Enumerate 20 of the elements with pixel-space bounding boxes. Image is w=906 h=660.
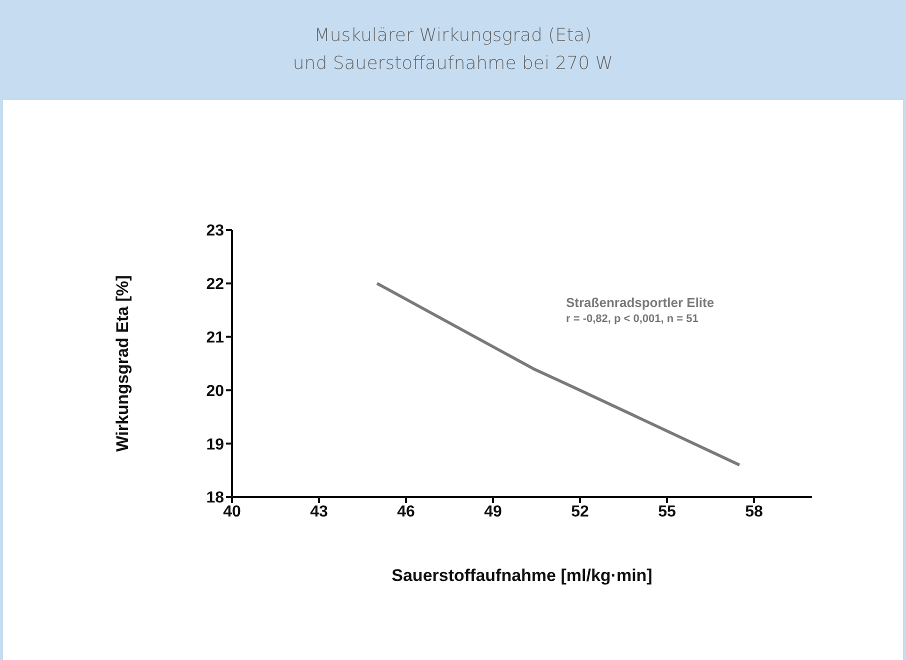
x-tick-label: 49 [484, 503, 502, 520]
x-axis-title: Sauerstoffaufnahme [ml/kg·min] [392, 566, 652, 585]
x-tick-label: 40 [223, 503, 241, 520]
x-tick-label: 46 [397, 503, 415, 520]
y-tick-label: 22 [206, 276, 224, 294]
line-series [376, 282, 741, 466]
x-tick-label: 43 [310, 503, 328, 520]
y-tick-label: 23 [206, 222, 224, 240]
y-tick-label: 21 [206, 329, 224, 346]
chart-title: Muskulärer Wirkungsgrad (Eta) [313, 24, 593, 48]
y-tick-label: 19 [206, 436, 224, 454]
x-tick-label: 52 [571, 503, 589, 520]
text: Straßenradsportler Elite [566, 295, 714, 310]
y-axis-title: Wirkungsgrad Eta [%] [113, 275, 132, 452]
y-tick-label: 18 [206, 490, 224, 507]
chart-subtitle: und Sauerstoffaufnahme bei 270 W [292, 52, 614, 76]
annotation: r = -0,82, p < 0,001, n = 51 [566, 313, 700, 325]
x-tick-label: 58 [745, 503, 763, 520]
x-tick-label: 55 [658, 503, 676, 520]
y-tick-label: 20 [206, 382, 224, 400]
